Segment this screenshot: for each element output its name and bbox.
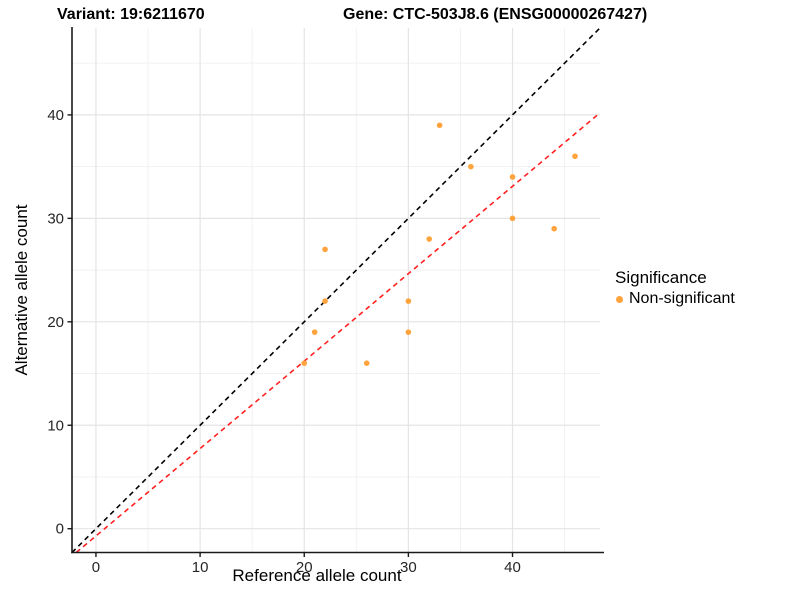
legend: Significance Non-significant — [615, 268, 735, 308]
legend-title: Significance — [615, 268, 707, 287]
y-axis-title: Alternative allele count — [12, 204, 31, 376]
data-point — [311, 329, 318, 335]
data-point — [405, 298, 412, 304]
gene-title: Gene: CTC-503J8.6 (ENSG00000267427) — [343, 6, 648, 23]
data-point — [322, 298, 328, 304]
data-point — [572, 153, 578, 160]
data-point — [436, 122, 443, 129]
data-point — [509, 174, 516, 180]
y-tick-label: 30 — [47, 210, 64, 227]
data-point — [468, 163, 474, 170]
y-tick-label: 0 — [56, 521, 64, 538]
data-point — [322, 246, 328, 253]
x-tick-label: 0 — [92, 559, 100, 576]
data-point — [509, 215, 516, 222]
x-tick-label: 10 — [192, 559, 209, 576]
legend-item-label: Non-significant — [629, 290, 735, 307]
data-point — [426, 236, 433, 242]
identity-line — [71, 27, 601, 554]
variant-title: Variant: 19:6211670 — [57, 6, 205, 23]
expected-ratio-line — [75, 112, 601, 554]
legend-item: Non-significant — [615, 290, 735, 308]
x-tick-label: 40 — [504, 559, 521, 576]
y-tick-label: 20 — [47, 314, 64, 331]
x-tick-label: 30 — [400, 559, 417, 576]
x-tick-label: 20 — [296, 559, 313, 576]
dot-icon — [616, 295, 623, 303]
x-axis-title: Reference allele count — [232, 566, 402, 585]
y-tick-label: 40 — [47, 107, 64, 124]
data-point — [405, 329, 412, 335]
data-point — [551, 225, 557, 232]
data-point — [301, 360, 308, 366]
data-point — [363, 360, 370, 366]
y-tick-label: 10 — [47, 417, 64, 434]
